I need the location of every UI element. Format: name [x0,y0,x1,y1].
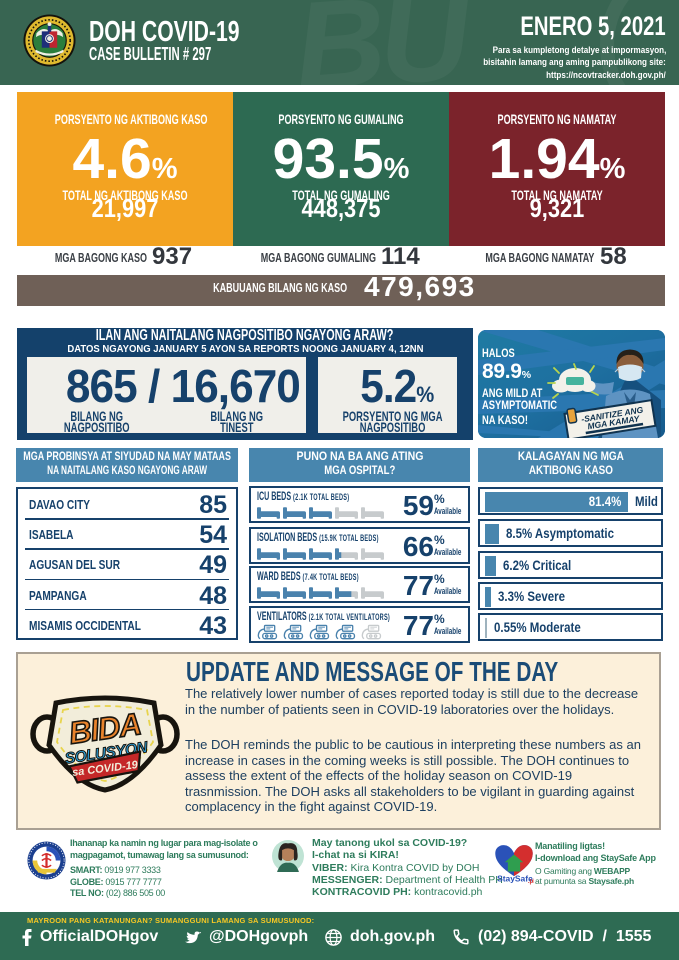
svg-text:.ph: .ph [528,878,534,885]
svg-text:StaySafe: StaySafe [497,873,533,883]
